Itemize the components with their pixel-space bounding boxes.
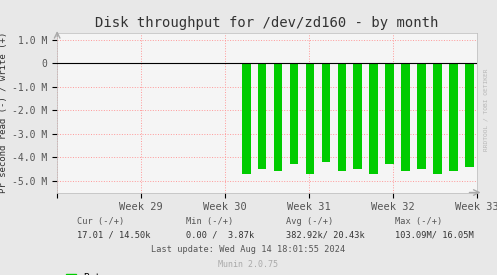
Legend: Bytes: Bytes	[62, 269, 117, 275]
Bar	[433, 64, 442, 174]
Text: Min (-/+): Min (-/+)	[186, 217, 234, 226]
Bar	[258, 64, 266, 169]
Text: 17.01 / 14.50k: 17.01 / 14.50k	[77, 231, 151, 240]
Bar	[369, 64, 378, 174]
Bar	[417, 64, 426, 169]
Text: RRDTOOL / TOBI OETIKER: RRDTOOL / TOBI OETIKER	[483, 69, 488, 151]
Text: Last update: Wed Aug 14 18:01:55 2024: Last update: Wed Aug 14 18:01:55 2024	[152, 246, 345, 254]
Text: Max (-/+): Max (-/+)	[395, 217, 442, 226]
Bar	[465, 64, 474, 167]
Text: 103.09M/ 16.05M: 103.09M/ 16.05M	[395, 231, 474, 240]
Bar	[242, 64, 250, 174]
Bar	[290, 64, 298, 164]
Bar	[306, 64, 315, 174]
Bar	[353, 64, 362, 169]
Y-axis label: Pr second read (-) / write (+): Pr second read (-) / write (+)	[0, 32, 8, 193]
Text: 0.00 /  3.87k: 0.00 / 3.87k	[186, 231, 254, 240]
Text: Munin 2.0.75: Munin 2.0.75	[219, 260, 278, 269]
Bar	[322, 64, 331, 162]
Text: 382.92k/ 20.43k: 382.92k/ 20.43k	[286, 231, 364, 240]
Bar	[402, 64, 410, 171]
Bar	[481, 64, 490, 174]
Bar	[337, 64, 346, 171]
Text: Avg (-/+): Avg (-/+)	[286, 217, 333, 226]
Title: Disk throughput for /dev/zd160 - by month: Disk throughput for /dev/zd160 - by mont…	[95, 16, 439, 31]
Bar	[274, 64, 282, 171]
Bar	[449, 64, 458, 171]
Bar	[385, 64, 394, 164]
Text: Cur (-/+): Cur (-/+)	[77, 217, 124, 226]
